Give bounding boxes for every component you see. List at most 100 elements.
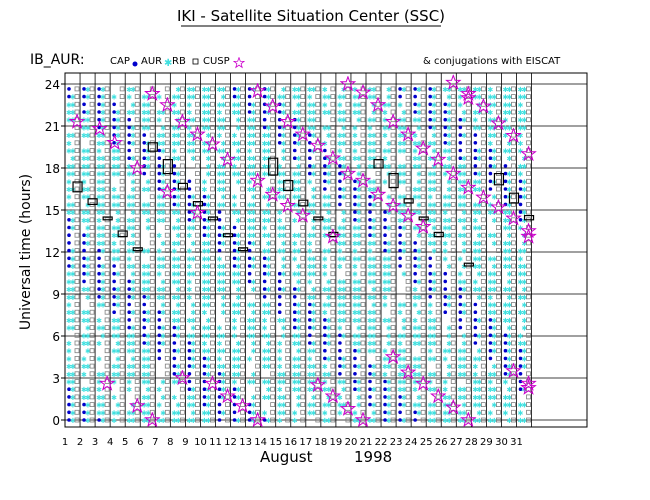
cap-marker bbox=[270, 309, 276, 315]
cap-marker bbox=[375, 302, 381, 307]
cap-marker bbox=[405, 201, 411, 207]
rb-marker: ✱ bbox=[352, 317, 358, 325]
rb-marker: ✱ bbox=[292, 379, 298, 387]
cap-marker bbox=[435, 194, 441, 200]
cap-marker bbox=[270, 163, 276, 169]
cap-marker bbox=[480, 94, 486, 99]
cusp-box bbox=[283, 180, 294, 192]
cap-marker bbox=[435, 402, 441, 408]
rb-marker: ✱ bbox=[476, 248, 482, 256]
aur-marker bbox=[308, 148, 312, 153]
rb-marker: ✱ bbox=[311, 325, 317, 333]
cap-marker bbox=[134, 417, 140, 423]
aur-marker bbox=[383, 210, 387, 214]
rb-marker: ✱ bbox=[352, 294, 358, 302]
rb-marker: ✱ bbox=[476, 394, 482, 402]
aur-marker bbox=[247, 279, 252, 284]
rb-marker: ✱ bbox=[401, 386, 407, 394]
aur-marker bbox=[67, 233, 71, 237]
aur-marker bbox=[488, 348, 493, 353]
cap-marker bbox=[420, 155, 426, 161]
aur-marker bbox=[308, 333, 312, 338]
cap-marker bbox=[119, 348, 125, 354]
aur-marker bbox=[277, 295, 282, 299]
cap-marker bbox=[405, 171, 411, 177]
cap-marker bbox=[210, 325, 215, 331]
rb-marker: ✱ bbox=[487, 117, 493, 125]
rb-marker: ✱ bbox=[141, 109, 147, 117]
rb-marker: ✱ bbox=[141, 348, 147, 356]
rb-marker: ✱ bbox=[236, 209, 242, 217]
rb-marker: ✱ bbox=[457, 417, 463, 425]
cap-marker bbox=[345, 417, 351, 423]
rb-marker: ✱ bbox=[371, 263, 377, 271]
cap-marker bbox=[480, 271, 486, 277]
aur-marker bbox=[157, 310, 162, 315]
cap-marker bbox=[179, 240, 185, 246]
rb-marker: ✱ bbox=[431, 286, 437, 294]
aur-marker bbox=[247, 94, 252, 99]
rb-marker: ✱ bbox=[296, 101, 302, 109]
rb-marker: ✱ bbox=[461, 371, 467, 379]
rb-marker: ✱ bbox=[232, 379, 238, 387]
rb-marker: ✱ bbox=[262, 309, 268, 317]
cap-marker bbox=[435, 225, 441, 230]
cusp-box bbox=[162, 159, 173, 175]
cap-marker bbox=[104, 171, 110, 177]
cap-marker bbox=[255, 217, 261, 223]
rb-marker: ✱ bbox=[175, 294, 181, 302]
rb-marker: ✱ bbox=[115, 217, 121, 225]
aur-marker bbox=[413, 87, 417, 91]
cap-marker bbox=[511, 132, 516, 138]
cap-marker bbox=[480, 371, 486, 377]
cap-marker bbox=[119, 125, 125, 130]
rb-marker: ✱ bbox=[337, 101, 343, 109]
rb-marker: ✱ bbox=[232, 209, 238, 217]
cap-marker bbox=[179, 101, 185, 107]
rb-marker: ✱ bbox=[171, 240, 177, 248]
rb-marker: ✱ bbox=[522, 217, 528, 225]
rb-marker: ✱ bbox=[386, 140, 392, 148]
aur-marker bbox=[308, 318, 312, 322]
rb-marker: ✱ bbox=[522, 240, 528, 248]
cap-marker bbox=[104, 302, 110, 307]
rb-marker: ✱ bbox=[386, 340, 392, 348]
rb-marker: ✱ bbox=[386, 263, 392, 271]
cap-marker bbox=[89, 117, 95, 123]
aur-marker bbox=[142, 148, 147, 153]
rb-marker: ✱ bbox=[412, 294, 418, 302]
cusp-box bbox=[177, 182, 188, 190]
rb-marker: ✱ bbox=[205, 348, 211, 356]
cap-marker bbox=[255, 325, 261, 331]
cap-marker bbox=[74, 371, 80, 377]
cap-marker bbox=[450, 379, 456, 384]
aur-marker bbox=[232, 233, 237, 237]
rb-marker: ✱ bbox=[232, 101, 238, 109]
aur-marker bbox=[518, 387, 523, 392]
aur-marker bbox=[202, 202, 207, 207]
rb-marker: ✱ bbox=[427, 348, 433, 356]
rb-marker: ✱ bbox=[401, 178, 407, 186]
aur-marker bbox=[383, 387, 387, 392]
cap-marker bbox=[390, 340, 396, 346]
aur-marker bbox=[503, 372, 508, 376]
rb-marker: ✱ bbox=[111, 255, 117, 263]
cap-marker bbox=[74, 86, 80, 92]
rb-marker: ✱ bbox=[311, 294, 317, 302]
rb-marker: ✱ bbox=[85, 225, 91, 233]
cap-marker bbox=[255, 232, 261, 238]
aur-marker bbox=[142, 295, 147, 299]
rb-marker: ✱ bbox=[506, 171, 512, 179]
cap-marker bbox=[300, 286, 306, 292]
cap-marker bbox=[164, 325, 170, 331]
rb-marker: ✱ bbox=[326, 302, 332, 310]
cap-marker bbox=[375, 263, 381, 269]
rb-marker: ✱ bbox=[296, 402, 302, 410]
cap-marker bbox=[255, 379, 261, 384]
cap-marker bbox=[285, 363, 291, 369]
rb-marker: ✱ bbox=[232, 363, 238, 371]
rb-marker: ✱ bbox=[401, 132, 407, 140]
cap-marker bbox=[270, 317, 276, 323]
cap-marker bbox=[149, 225, 155, 230]
aur-marker bbox=[262, 271, 267, 276]
